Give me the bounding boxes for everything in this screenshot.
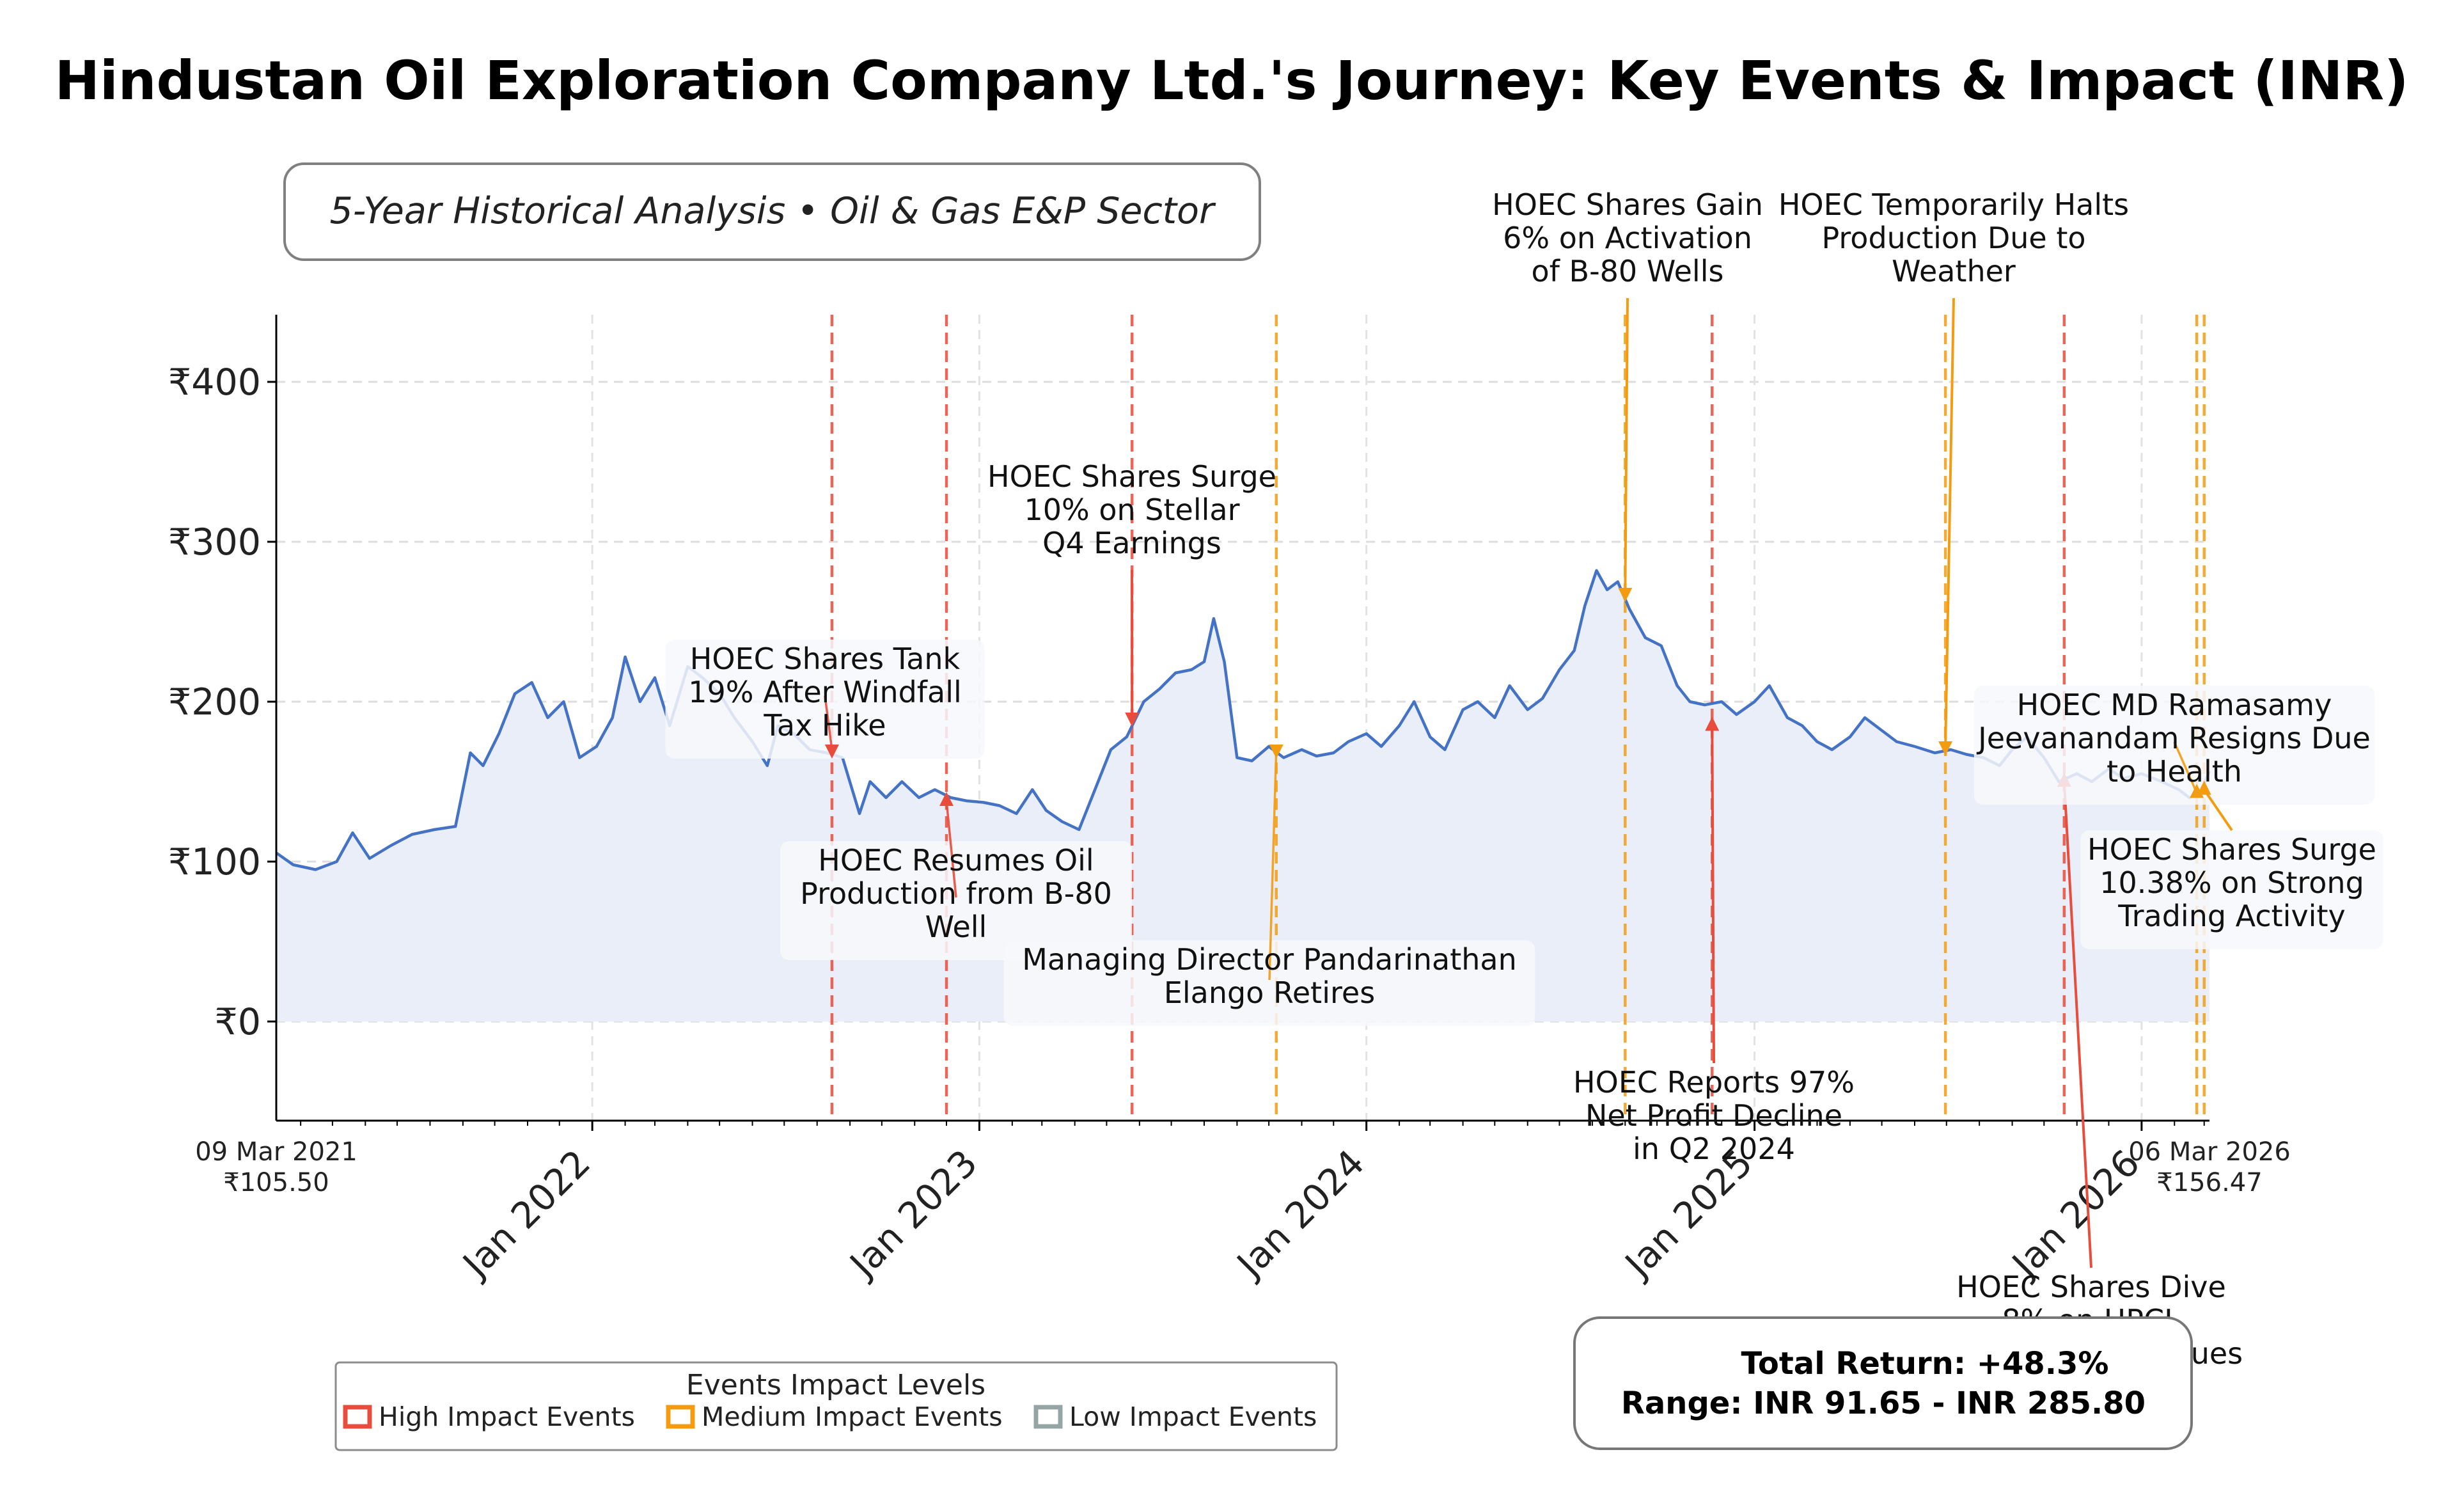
annotation-arrow bbox=[2173, 741, 2198, 794]
annotation-text: Production Due to bbox=[1821, 221, 2085, 255]
annotation-text: to Health bbox=[2107, 754, 2242, 789]
total-return-text: Total Return: +48.3% bbox=[1741, 1346, 2109, 1382]
event-marker bbox=[1125, 713, 1140, 727]
chart-subtitle: 5-Year Historical Analysis • Oil & Gas E… bbox=[330, 190, 1217, 232]
endpoint-date-label: 09 Mar 2021 bbox=[195, 1137, 357, 1167]
annotation-arrow bbox=[1624, 297, 1629, 594]
annotation-text: Well bbox=[925, 910, 987, 944]
legend-label: High Impact Events bbox=[379, 1401, 635, 1432]
annotation-arrow bbox=[2203, 789, 2233, 832]
legend-swatch bbox=[1033, 1405, 1063, 1429]
annotation-text: HOEC Shares Surge bbox=[2087, 832, 2376, 867]
annotation-text: in Q2 2024 bbox=[1633, 1132, 1795, 1166]
annotation-text: HOEC Shares Dive bbox=[1956, 1270, 2226, 1304]
event-marker bbox=[1618, 588, 1633, 602]
y-tick-label: ₹100 bbox=[168, 841, 261, 883]
annotation-arrow bbox=[1711, 725, 1715, 1064]
annotation-text: Jeevanandam Resigns Due bbox=[1976, 721, 2371, 755]
endpoint-price-label: ₹156.47 bbox=[2156, 1168, 2262, 1197]
annotation-text: of B-80 Wells bbox=[1532, 254, 1724, 288]
price-line bbox=[275, 569, 2211, 871]
stats-box: Total Return: +48.3% Range: INR 91.65 - … bbox=[1573, 1316, 2193, 1450]
price-area-fill bbox=[276, 571, 2209, 1022]
x-tick-label: Jan 2024 bbox=[1228, 1142, 1372, 1286]
annotation-text: 10% on Stellar bbox=[1024, 493, 1240, 527]
y-tick-label: ₹400 bbox=[168, 361, 261, 404]
annotation-text: 10.38% on Strong bbox=[2099, 865, 2364, 900]
annotation-text: Managing Director Pandarinathan bbox=[1022, 942, 1517, 977]
annotation-text: 6% on Activation bbox=[1503, 221, 1752, 255]
event-marker bbox=[1938, 741, 1953, 755]
legend-swatch bbox=[343, 1405, 372, 1429]
annotation-text: Net Profit Decline bbox=[1585, 1098, 1842, 1133]
annotation-text: HOEC Temporarily Halts bbox=[1778, 187, 2129, 222]
annotation-arrow bbox=[1268, 749, 1278, 981]
annotation-text: HOEC Shares Tank bbox=[690, 642, 961, 676]
y-tick-label: ₹300 bbox=[168, 521, 261, 564]
annotation-arrow bbox=[2062, 781, 2092, 1268]
annotation-box bbox=[1003, 940, 1535, 1026]
annotation-text: Tax Hike bbox=[763, 708, 886, 743]
event-marker bbox=[1705, 716, 1720, 731]
annotation-text: Production from B-80 bbox=[800, 876, 1112, 911]
x-tick-label: Jan 2026 bbox=[2003, 1142, 2147, 1286]
annotation-arrow bbox=[945, 800, 957, 898]
annotation-text: Trading Activity bbox=[2117, 899, 2345, 933]
event-marker bbox=[2197, 780, 2211, 795]
event-marker bbox=[824, 745, 839, 759]
annotation-arrow bbox=[824, 695, 833, 750]
endpoint-price-label: ₹105.50 bbox=[223, 1168, 329, 1197]
price-area bbox=[276, 571, 2209, 1022]
annotation-arrow bbox=[1944, 297, 1955, 747]
y-tick-label: ₹0 bbox=[214, 1001, 261, 1043]
annotation-text: HOEC Reports 97% bbox=[1573, 1065, 1855, 1100]
legend-swatch bbox=[666, 1405, 695, 1429]
chart-title: Hindustan Oil Exploration Company Ltd.'s… bbox=[55, 49, 2409, 112]
legend: Events Impact Levels High Impact Events M… bbox=[334, 1361, 1338, 1451]
annotation-text: Elango Retires bbox=[1164, 975, 1375, 1010]
annotation-text: HOEC Resumes Oil bbox=[818, 843, 1094, 878]
y-tick-label: ₹200 bbox=[168, 681, 261, 723]
x-tick-label: Jan 2023 bbox=[841, 1142, 985, 1286]
legend-label: Medium Impact Events bbox=[702, 1401, 1003, 1432]
event-marker bbox=[1269, 745, 1283, 759]
annotation-box bbox=[2080, 830, 2383, 949]
legend-entry-medium: Medium Impact Events bbox=[666, 1401, 1003, 1432]
legend-title: Events Impact Levels bbox=[686, 1369, 985, 1401]
annotation-text: 19% After Windfall bbox=[688, 675, 962, 709]
annotation-box bbox=[1974, 686, 2375, 805]
endpoint-date-label: 06 Mar 2026 bbox=[2128, 1137, 2291, 1167]
legend-label: Low Impact Events bbox=[1069, 1401, 1317, 1432]
legend-entry-low: Low Impact Events bbox=[1033, 1401, 1317, 1432]
event-marker bbox=[939, 792, 954, 806]
annotation-text: HOEC MD Ramasamy bbox=[2017, 688, 2332, 722]
annotation-text: HOEC Shares Surge bbox=[987, 459, 1276, 494]
annotation-text: Q4 Earnings bbox=[1042, 526, 1221, 560]
subtitle-box bbox=[283, 162, 1261, 261]
price-series-line bbox=[275, 569, 2211, 871]
annotation-text: HOEC Shares Gain bbox=[1492, 187, 1763, 222]
annotation-box bbox=[780, 841, 1132, 960]
legend-entry-high: High Impact Events bbox=[343, 1401, 635, 1432]
range-text: Range: INR 91.65 - INR 285.80 bbox=[1621, 1385, 2146, 1421]
x-tick-label: Jan 2022 bbox=[454, 1142, 599, 1286]
annotation-text: Weather bbox=[1892, 254, 2016, 288]
